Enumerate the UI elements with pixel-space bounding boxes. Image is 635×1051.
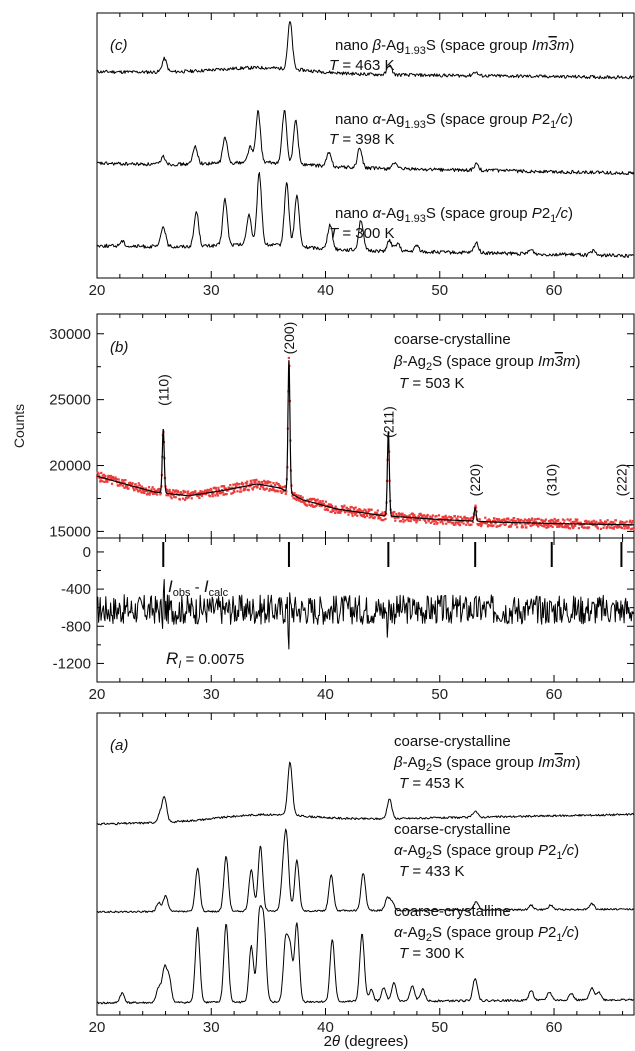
- panel-a-series-1-label-2: β-Ag2S (space group Im3m): [393, 754, 580, 774]
- panel-c-series-1-label-2: T = 463 K: [329, 57, 394, 74]
- reflection-label-5: (310): [544, 464, 560, 497]
- x-tick-label-30: 30: [203, 1019, 220, 1036]
- panel-a-series-1-label-1: coarse-crystalline: [394, 733, 511, 750]
- reflection-label-3: (211): [380, 406, 396, 438]
- panel-a-trace-1: [96, 761, 635, 826]
- y-tick-label-15000: 15000: [49, 523, 91, 540]
- panel-c-label: (c): [110, 37, 128, 54]
- panel-b-label: (b): [110, 339, 128, 356]
- panel-c-x-axis: 20 30 40 50 60: [89, 13, 624, 299]
- panel-b-calculated-profile: [96, 360, 634, 526]
- panel-a-series-2-label-3: T = 433 K: [399, 863, 464, 880]
- y-tick-label-20000: 20000: [49, 458, 91, 475]
- x-tick-label-40: 40: [317, 1019, 334, 1036]
- panel-a-series-2-label-2: α-Ag2S (space group P21/c): [394, 842, 579, 862]
- y-tick-label--1200: -1200: [53, 655, 91, 672]
- panel-b-frame: [96, 313, 635, 539]
- panel-b-x-axis: [96, 314, 624, 538]
- panel-b-difference-x-axis: 20 30 40 50 60: [89, 538, 624, 703]
- y-tick-label--800: -800: [61, 618, 91, 635]
- panel-b-observed-points: [96, 356, 635, 531]
- y-tick-label--400: -400: [61, 581, 91, 598]
- x-tick-label-30: 30: [203, 686, 220, 703]
- x-axis-label: 2θ (degrees): [324, 1033, 409, 1050]
- y-tick-label-30000: 30000: [49, 326, 91, 343]
- x-tick-label-60: 60: [546, 1019, 563, 1036]
- panel-b-y-axis: 15000 20000 25000 30000: [49, 326, 634, 540]
- y-tick-label-0: 0: [83, 544, 91, 561]
- panel-c-series-2-label-1: nano α-Ag1.93S (space group P21/c): [335, 111, 573, 131]
- panel-b-difference-frame: [96, 537, 635, 683]
- reflection-label-1: (110): [155, 374, 171, 406]
- panel-c-series-2-label-2: T = 398 K: [329, 131, 394, 148]
- panel-b-difference-curve: [96, 579, 635, 650]
- difference-label: Iobs - Icalc: [168, 577, 229, 599]
- x-tick-label-60: 60: [546, 282, 563, 299]
- reflection-label-2: (200): [281, 322, 297, 355]
- panel-b-y-axis-label: Counts: [11, 404, 27, 448]
- panel-b-label-line-3: T = 503 K: [399, 375, 464, 392]
- y-tick-label-25000: 25000: [49, 392, 91, 409]
- panel-b-difference-y-axis: 0 -400 -800 -1200: [53, 544, 634, 672]
- bragg-markers: [162, 542, 623, 567]
- panel-a-frame: [96, 712, 635, 1016]
- reflection-label-4: (220): [467, 464, 483, 497]
- x-tick-label-40: 40: [317, 282, 334, 299]
- reflection-label-6: (222): [613, 464, 629, 497]
- panel-a-series-1-label-3: T = 453 K: [399, 775, 464, 792]
- r-factor-label: RI = 0.0075: [166, 649, 244, 671]
- x-tick-label-60: 60: [546, 686, 563, 703]
- panel-a-series-2-label-1: coarse-crystalline: [394, 821, 511, 838]
- x-tick-label-50: 50: [431, 1019, 448, 1036]
- panel-c-frame: [96, 12, 635, 279]
- x-tick-label-30: 30: [203, 282, 220, 299]
- panel-c-trace-3: [96, 172, 634, 258]
- x-tick-label-20: 20: [89, 1019, 106, 1036]
- panel-c-series-1-label-1: nano β-Ag1.93S (space group Im3m): [335, 37, 574, 57]
- panel-b-label-line-2: β-Ag2S (space group Im3m): [393, 353, 580, 373]
- panel-a-x-axis: 20 30 40 50 60: [89, 713, 624, 1036]
- panel-a-label: (a): [110, 737, 128, 754]
- panel-a-series-3-label-3: T = 300 K: [399, 945, 464, 962]
- x-tick-label-20: 20: [89, 686, 106, 703]
- x-tick-label-20: 20: [89, 282, 106, 299]
- panel-a-series-3-label-1: coarse-crystalline: [394, 903, 511, 920]
- x-tick-label-50: 50: [431, 282, 448, 299]
- panel-a-trace-3: [96, 905, 634, 1005]
- x-tick-label-40: 40: [317, 686, 334, 703]
- panel-c-series-3-label-2: T = 300 K: [329, 225, 394, 242]
- panel-a-series-3-label-2: α-Ag2S (space group P21/c): [394, 924, 579, 944]
- panel-c-trace-2: [96, 109, 635, 176]
- panel-b-label-line-1: coarse-crystalline: [394, 331, 511, 348]
- panel-c-series-3-label-1: nano α-Ag1.93S (space group P21/c): [335, 205, 573, 225]
- panel-a-trace-2: [96, 828, 634, 914]
- panel-c-trace-1: [96, 21, 634, 80]
- x-tick-label-50: 50: [431, 686, 448, 703]
